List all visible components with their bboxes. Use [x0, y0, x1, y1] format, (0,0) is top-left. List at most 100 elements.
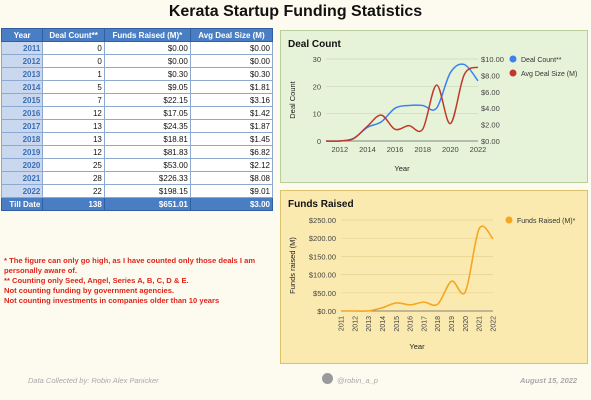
table-cell: $0.30 [103, 67, 191, 81]
table-cell: $6.82 [189, 145, 274, 159]
table-cell-year: 2013 [0, 67, 44, 81]
table-cell: $81.83 [103, 145, 191, 159]
table-cell-year: 2015 [0, 93, 44, 107]
table-cell: 0 [42, 54, 105, 68]
table-row: 2022 22 $198.15 $9.01 [0, 184, 274, 198]
x-tick-label: 2011 [339, 316, 346, 331]
series-line-funds-raised [340, 225, 494, 312]
footer: Data Collected by: Robin Alex Panicker @… [0, 374, 591, 388]
funds-raised-chart: Funds Raised $0.00 $50.00 $100.00 $150.00 $20… [288, 199, 576, 351]
table-cell: $1.45 [189, 132, 274, 146]
footnote: Not counting funding by government agenc… [4, 286, 175, 295]
table-total-row: Till Date 138 $651.01 $3.00 [0, 197, 274, 211]
twitter-icon [322, 373, 333, 384]
legend-label: Deal Count** [521, 57, 562, 64]
footer-date: August 15, 2022 [520, 376, 578, 385]
table-cell: $0.00 [103, 41, 191, 55]
table-cell: 22 [42, 184, 105, 198]
funds-raised-chart-panel: Funds Raised $0.00 $50.00 $100.00 $150.00 $20… [280, 190, 588, 364]
table-cell-year: 2016 [0, 106, 44, 120]
x-tick-label: 2021 [477, 316, 484, 332]
table-cell: $0.30 [189, 67, 274, 81]
table-cell: 12 [42, 145, 105, 159]
footnote: Not counting investments in companies ol… [4, 296, 220, 305]
chart-title: Funds Raised [288, 199, 354, 210]
x-tick-label: 2017 [421, 316, 428, 332]
table-cell: $53.00 [103, 158, 191, 172]
table-cell: 5 [42, 80, 105, 94]
table-column-header: Funds Raised (M)* [103, 28, 191, 42]
table-cell-year: 2020 [0, 158, 44, 172]
x-tick-label: 2018 [435, 316, 442, 332]
table-column-header: Deal Count** [42, 28, 105, 42]
table-row: 2013 1 $0.30 $0.30 [0, 67, 274, 81]
table-cell: $2.12 [189, 158, 274, 172]
y-tick-label: $100.00 [309, 271, 336, 280]
legend-label: Avg Deal Size (M) [521, 71, 577, 78]
y2-tick-label: $2.00 [481, 121, 500, 130]
x-tick-label: 2012 [352, 316, 359, 332]
legend-marker [509, 69, 517, 77]
table-total-cell: Till Date [0, 197, 44, 211]
x-tick-label: 2020 [442, 145, 459, 154]
table-cell: $17.05 [103, 106, 191, 120]
table-cell: $1.42 [189, 106, 274, 120]
table-cell-year: 2021 [0, 171, 44, 185]
x-tick-label: 2013 [366, 316, 373, 332]
deal-count-chart-panel: Deal Count 0 10 20 30 $0.00 $2.00 $4.00 $6.00 $8.… [280, 30, 588, 183]
table-cell: 1 [42, 67, 105, 81]
table-total-cell: $3.00 [189, 197, 274, 211]
y-tick-label: 0 [317, 137, 321, 146]
y-tick-label: 30 [313, 55, 321, 64]
table-cell: 13 [42, 132, 105, 146]
y2-tick-label: $0.00 [481, 137, 500, 146]
y2-tick-label: $8.00 [481, 71, 500, 80]
series-line-deal-count [325, 63, 479, 142]
table-cell-year: 2022 [0, 184, 44, 198]
footnote: ** Counting only Seed, Angel, Series A, … [4, 276, 189, 285]
table-cell: $9.05 [103, 80, 191, 94]
table-cell: $18.81 [103, 132, 191, 146]
y-axis-label: Deal Count [288, 80, 297, 118]
table-cell: 25 [42, 158, 105, 172]
y2-tick-label: $10.00 [481, 55, 504, 64]
x-tick-label: 2022 [470, 145, 487, 154]
table-row: 2021 28 $226.33 $8.08 [0, 171, 274, 185]
y-axis-label: Funds raised (M) [288, 237, 297, 294]
legend-marker [505, 216, 513, 224]
y-tick-label: 20 [313, 82, 321, 91]
table-cell: $24.35 [103, 119, 191, 133]
table-row: 2019 12 $81.83 $6.82 [0, 145, 274, 159]
table-cell-year: 2017 [0, 119, 44, 133]
table-row: 2018 13 $18.81 $1.45 [0, 132, 274, 146]
page-title: Kerata Startup Funding Statistics [168, 3, 423, 20]
chart-title: Deal Count [288, 39, 341, 50]
table-cell: 0 [42, 41, 105, 55]
table-row: 2011 0 $0.00 $0.00 [0, 41, 274, 55]
table-cell: 13 [42, 119, 105, 133]
y-tick-label: 10 [313, 110, 321, 119]
table-cell-year: 2011 [0, 41, 44, 55]
table-column-header: Year [0, 28, 44, 42]
table-cell: $8.08 [189, 171, 274, 185]
x-tick-label: 2014 [380, 316, 387, 332]
x-tick-label: 2016 [408, 316, 415, 332]
table-total-cell: $651.01 [103, 197, 191, 211]
table-cell: $1.81 [189, 80, 274, 94]
table-cell: $0.00 [189, 41, 274, 55]
y-tick-label: $150.00 [309, 252, 336, 261]
table-total-cell: 138 [42, 197, 105, 211]
x-tick-label: 2012 [331, 145, 348, 154]
footer-handle: @robin_a_p [337, 376, 378, 385]
table-row: 2015 7 $22.15 $3.16 [0, 93, 274, 107]
legend-marker [509, 55, 517, 63]
table-cell: $198.15 [103, 184, 191, 198]
table-cell: 28 [42, 171, 105, 185]
table-cell: $0.00 [103, 54, 191, 68]
table-cell: $22.15 [103, 93, 191, 107]
x-axis-label: Year [394, 164, 410, 173]
table-cell: $1.87 [189, 119, 274, 133]
footnotes: * The figure can only go high, as I have… [4, 256, 272, 306]
table-cell: 12 [42, 106, 105, 120]
y2-tick-label: $6.00 [481, 88, 500, 97]
